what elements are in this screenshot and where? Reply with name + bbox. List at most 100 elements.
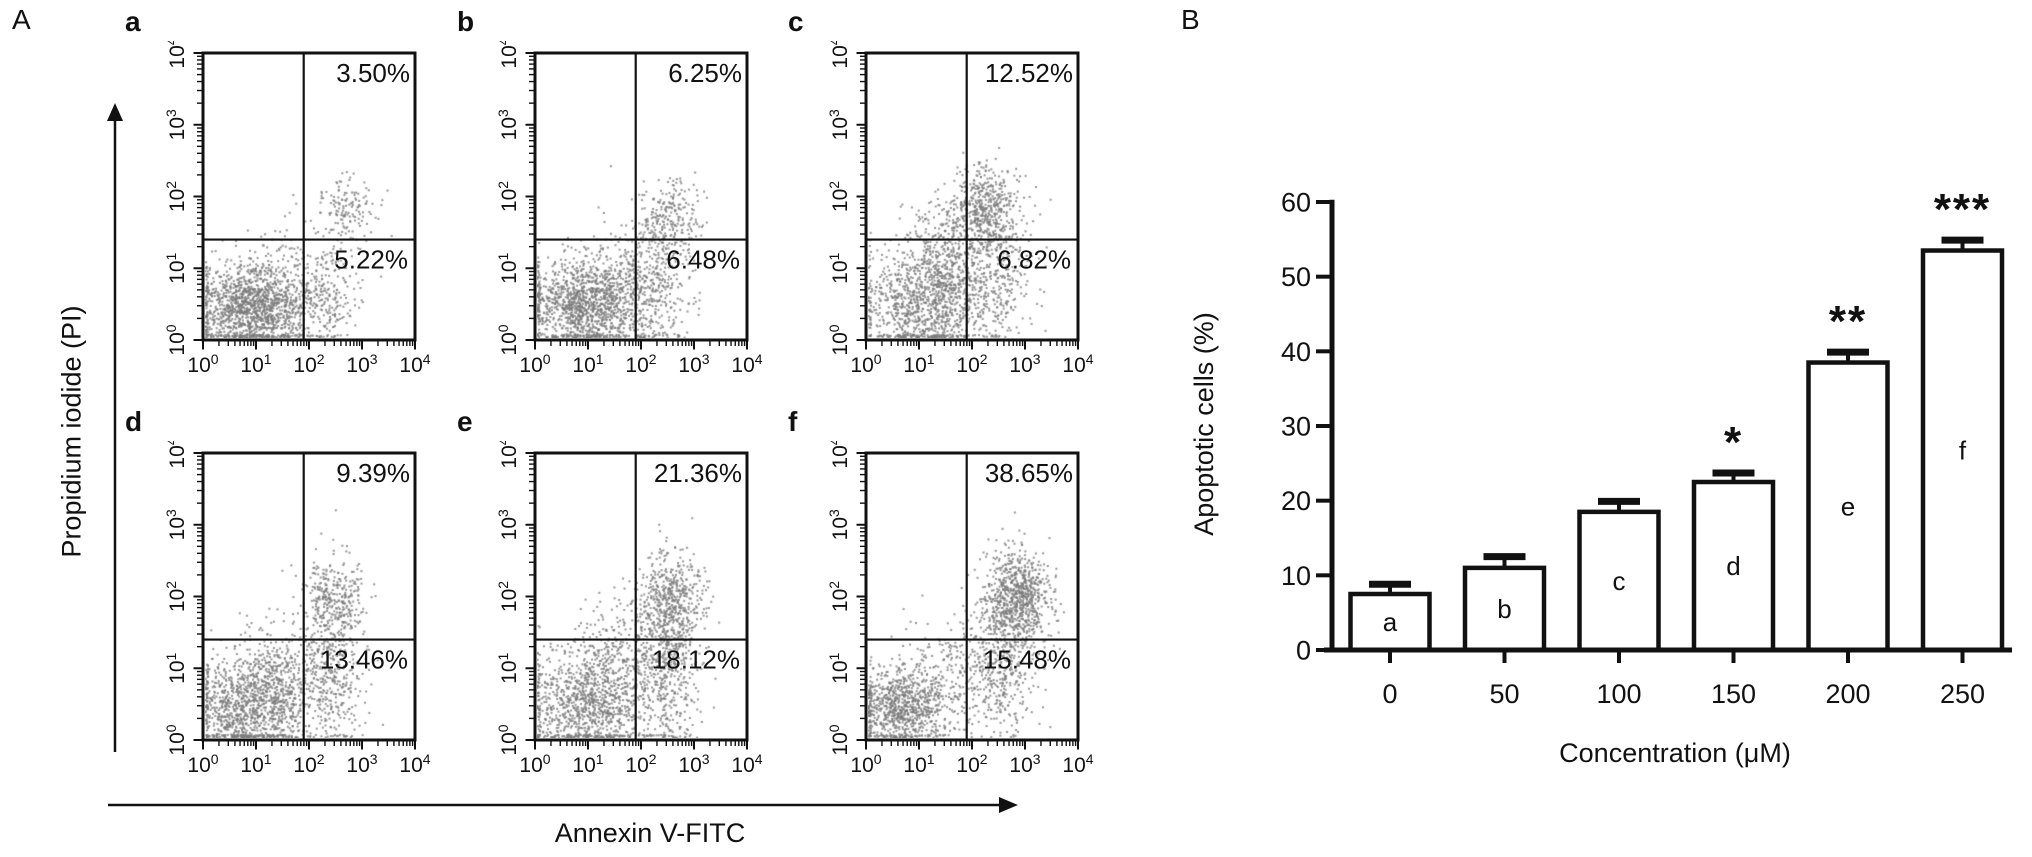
flow-scatter-dots-e [537, 455, 745, 738]
y-tick-label: 100 [163, 724, 189, 755]
y-tick-label: 30 [1281, 412, 1311, 442]
x-tick-label: 100 [187, 351, 218, 377]
y-tick-label: 103 [826, 509, 852, 540]
x-tick-label: 0 [1382, 679, 1397, 709]
lower-right-percent: 15.48% [983, 645, 1071, 675]
x-tick-label: 103 [346, 351, 377, 377]
significance-marker: * [1724, 418, 1743, 467]
x-tick-label: 102 [293, 751, 324, 777]
bar-b [1462, 565, 1547, 653]
x-tick-label: 200 [1825, 679, 1870, 709]
significance-marker: *** [1934, 185, 1991, 234]
y-tick-label: 103 [826, 109, 852, 140]
x-tick-label: 103 [678, 351, 709, 377]
y-tick-label: 104 [495, 41, 521, 69]
pi-axis-arrow-icon [107, 103, 123, 752]
y-tick-label: 103 [495, 509, 521, 540]
bar-letter: e [1841, 491, 1855, 521]
x-tick-label: 102 [293, 351, 324, 377]
flow-panel-letter-d: d [125, 406, 143, 437]
x-tick-label: 103 [1009, 351, 1040, 377]
y-tick-label: 100 [826, 324, 852, 355]
x-tick-label: 100 [850, 351, 881, 377]
y-tick-label: 100 [495, 724, 521, 755]
y-tick-label: 50 [1281, 262, 1311, 292]
y-tick-label: 100 [163, 324, 189, 355]
y-tick-label: 103 [163, 109, 189, 140]
y-tick-label: 104 [826, 441, 852, 469]
lower-right-percent: 6.82% [997, 245, 1071, 275]
bar-a [1348, 591, 1432, 653]
lower-right-percent: 5.22% [334, 245, 408, 275]
flow-x-axis-title: Annexin V-FITC [554, 818, 746, 848]
x-tick-label: 101 [903, 751, 934, 777]
bar-letter: f [1959, 435, 1967, 465]
bar-letter: a [1383, 607, 1398, 637]
y-tick-label: 102 [163, 581, 189, 612]
x-tick-label: 102 [625, 751, 656, 777]
x-tick-label: 104 [399, 351, 430, 377]
x-tick-label: 101 [240, 751, 271, 777]
x-tick-label: 102 [625, 351, 656, 377]
y-tick-label: 60 [1281, 188, 1311, 218]
y-tick-label: 100 [826, 724, 852, 755]
bar-letter: b [1497, 594, 1511, 624]
x-tick-label: 103 [1009, 751, 1040, 777]
y-tick-label: 101 [163, 252, 189, 283]
y-tick-label: 103 [163, 509, 189, 540]
significance-marker: ** [1829, 297, 1867, 346]
y-tick-label: 10 [1281, 561, 1311, 591]
x-tick-label: 102 [956, 751, 987, 777]
lower-right-percent: 18.12% [652, 645, 740, 675]
upper-right-percent: 3.50% [336, 58, 410, 88]
apoptosis-bar-chart: a 0 b 50 c 100 d * 150 e ** 200 f *** 250 0 10 20 30 40 50 60… [1189, 185, 2012, 768]
x-tick-label: 103 [346, 751, 377, 777]
flow-scatter-dots-d [205, 455, 413, 738]
plot-box [533, 451, 749, 742]
x-tick-label: 104 [731, 351, 762, 377]
upper-right-percent: 38.65% [985, 458, 1073, 488]
flow-panel-letter-f: f [788, 406, 798, 437]
flow-scatter-dots-f [868, 455, 1076, 738]
plot-box [201, 451, 417, 742]
x-tick-label: 102 [956, 351, 987, 377]
panel-a-label: A [12, 4, 31, 35]
plot-box [201, 51, 417, 342]
y-tick-label: 104 [495, 441, 521, 469]
flow-scatter-dots-b [537, 55, 745, 338]
lower-right-percent: 13.46% [320, 645, 408, 675]
x-tick-label: 104 [399, 751, 430, 777]
y-tick-label: 102 [826, 581, 852, 612]
upper-right-percent: 21.36% [654, 458, 742, 488]
y-tick-label: 0 [1296, 636, 1311, 666]
flow-panel-letter-b: b [457, 6, 475, 37]
x-tick-label: 101 [240, 351, 271, 377]
y-tick-label: 104 [163, 41, 189, 69]
x-tick-label: 103 [678, 751, 709, 777]
x-tick-label: 100 [519, 351, 550, 377]
bar-letter: d [1726, 551, 1740, 581]
x-tick-label: 100 [519, 751, 550, 777]
flow-panel-letter-e: e [457, 406, 473, 437]
y-tick-label: 100 [495, 324, 521, 355]
y-tick-label: 102 [495, 581, 521, 612]
bar-x-axis-title: Concentration (μM) [1559, 738, 1791, 768]
y-tick-label: 101 [826, 252, 852, 283]
plot-box [864, 451, 1080, 742]
bar-letter: c [1613, 566, 1626, 596]
x-tick-label: 250 [1940, 679, 1985, 709]
y-tick-label: 102 [495, 181, 521, 212]
bar-y-axis-title: Apoptotic cells (%) [1189, 312, 1219, 536]
y-tick-label: 102 [826, 181, 852, 212]
x-tick-label: 101 [903, 351, 934, 377]
flow-scatter-dots-a [205, 55, 413, 338]
flow-panel-letter-a: a [125, 6, 141, 37]
bar-d [1691, 479, 1776, 653]
flow-panel-letter-c: c [788, 6, 804, 37]
